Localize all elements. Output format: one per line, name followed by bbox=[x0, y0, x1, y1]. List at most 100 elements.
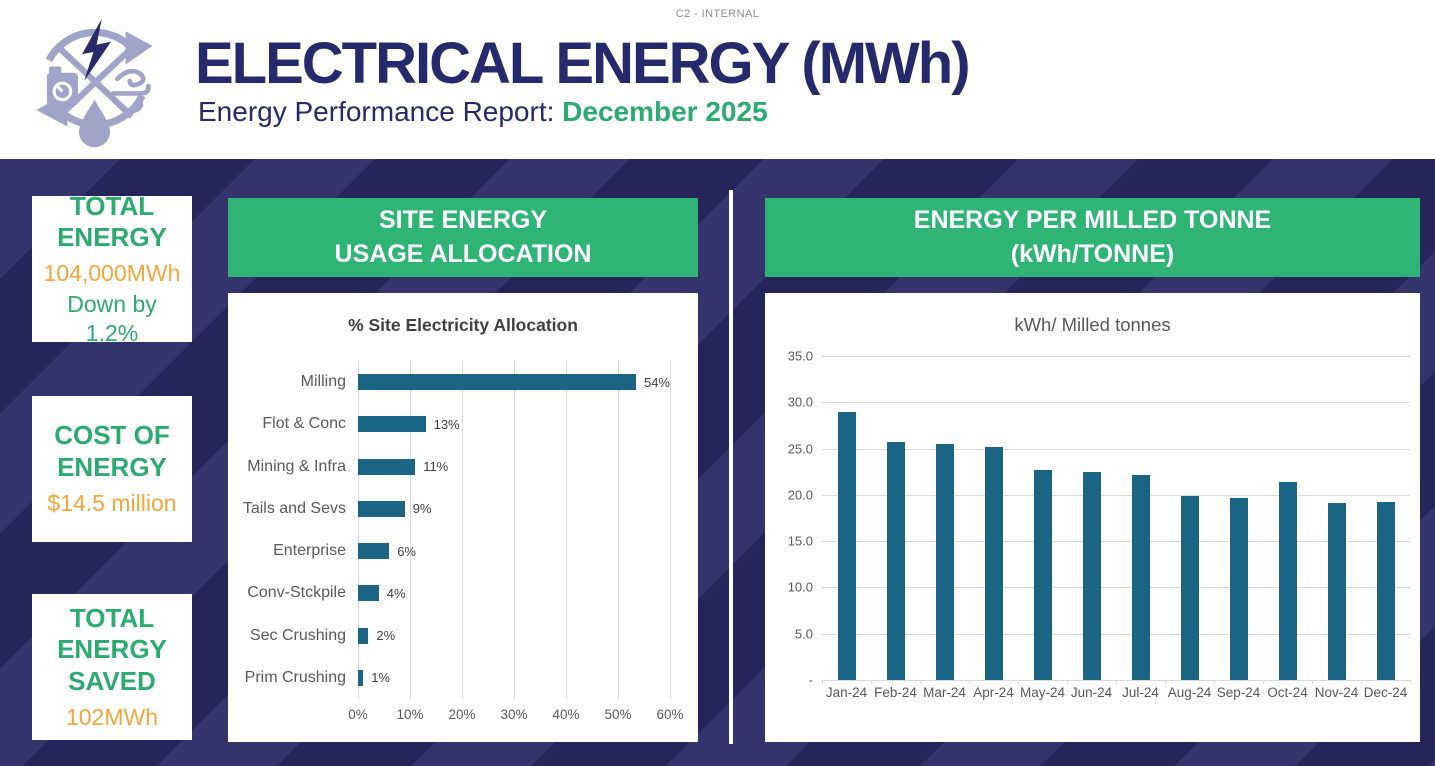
gridline bbox=[822, 356, 1410, 357]
bar-value-label: 13% bbox=[433, 416, 460, 432]
bar-row: 9% bbox=[358, 488, 670, 530]
bar-value-label: 9% bbox=[412, 501, 432, 517]
x-tick-label: Mar-24 bbox=[923, 685, 966, 700]
axis-tick bbox=[969, 680, 970, 684]
axis-tick bbox=[1067, 680, 1068, 684]
allocation-header-line2: USAGE ALLOCATION bbox=[334, 239, 592, 268]
gridline bbox=[822, 402, 1410, 404]
gridline bbox=[822, 494, 1410, 496]
bar-row: 11% bbox=[358, 446, 670, 488]
page-subtitle: Energy Performance Report: December 2025 bbox=[198, 96, 768, 128]
gridline bbox=[566, 361, 567, 699]
intensity-x-axis-labels: Jan-24 Feb-24 Mar-24 Apr-24 May-24 Jun-24 Jul-… bbox=[822, 685, 1410, 700]
gridline bbox=[618, 361, 619, 699]
x-tick-label: Jun-24 bbox=[1070, 685, 1113, 700]
category-label: Conv-Stckpile bbox=[247, 584, 346, 602]
month-bar bbox=[837, 411, 856, 680]
allocation-plot-area: 54% 13% 11% 9% 6% 4% 2% 1% bbox=[358, 361, 671, 699]
kpi-card-total-energy-saved: TOTAL ENERGY SAVED 102MWh bbox=[32, 594, 192, 740]
kpi-value: $14.5 million bbox=[47, 489, 177, 516]
x-tick-label: Apr-24 bbox=[973, 685, 1014, 700]
month-bar bbox=[1327, 503, 1346, 680]
x-tick-label: Aug-24 bbox=[1167, 685, 1212, 700]
allocation-bar bbox=[358, 585, 379, 602]
bar-row: 2% bbox=[358, 615, 670, 657]
page-title: ELECTRICAL ENERGY (MWh) bbox=[195, 31, 971, 96]
allocation-bar bbox=[358, 416, 426, 433]
x-tick-label: 20% bbox=[448, 707, 476, 722]
allocation-bar bbox=[358, 374, 636, 391]
category-label: Sec Crushing bbox=[249, 626, 346, 644]
subtitle-period: December 2025 bbox=[562, 96, 768, 127]
axis-tick bbox=[1018, 680, 1019, 684]
month-bar bbox=[935, 443, 954, 680]
axis-tick bbox=[1165, 680, 1166, 684]
bar-row: 6% bbox=[358, 530, 670, 572]
intensity-plot-area bbox=[822, 356, 1411, 684]
intensity-panel-header: ENERGY PER MILLED TONNE (kWh/TONNE) bbox=[765, 198, 1420, 277]
intensity-chart-title: kWh/ Milled tonnes bbox=[1014, 314, 1171, 335]
kpi-title: TOTAL ENERGY SAVED bbox=[57, 602, 167, 696]
bar-value-label: 2% bbox=[376, 628, 396, 644]
kpi-title: TOTAL ENERGY bbox=[57, 190, 167, 253]
y-tick-label: 30.0 bbox=[787, 394, 813, 410]
month-bar bbox=[984, 446, 1003, 680]
allocation-bar bbox=[358, 627, 369, 644]
kpi-card-total-energy: TOTAL ENERGY 104,000MWh Down by 1.2% bbox=[32, 191, 192, 346]
x-tick-label: Nov-24 bbox=[1314, 685, 1359, 700]
allocation-chart-card: % Site Electricity Allocation Milling Flo… bbox=[228, 293, 698, 742]
axis-tick bbox=[920, 680, 921, 684]
x-tick-label: 50% bbox=[604, 707, 632, 722]
month-bar bbox=[1131, 474, 1150, 680]
bar-value-label: 1% bbox=[371, 670, 390, 686]
x-tick-label: Dec-24 bbox=[1363, 685, 1408, 700]
y-tick-label: 20.0 bbox=[787, 487, 813, 503]
axis-tick bbox=[822, 680, 823, 684]
x-tick-label: Oct-24 bbox=[1267, 685, 1308, 700]
allocation-bar bbox=[358, 500, 405, 517]
axis-tick bbox=[1263, 680, 1264, 684]
bar-row: 54% bbox=[358, 361, 670, 403]
month-bar bbox=[1180, 495, 1199, 680]
category-label: Prim Crushing bbox=[244, 668, 346, 686]
axis-tick bbox=[1312, 680, 1313, 684]
bar-row: 13% bbox=[358, 403, 670, 445]
gridline bbox=[670, 361, 671, 699]
intensity-header-line2: (kWh/TONNE) bbox=[1010, 239, 1175, 268]
axis-tick bbox=[1361, 680, 1362, 684]
x-tick-label: Jan-24 bbox=[825, 685, 868, 700]
x-tick-label: 10% bbox=[396, 707, 424, 722]
kpi-note: Down by 1.2% bbox=[67, 290, 157, 346]
axis-tick bbox=[871, 680, 872, 684]
x-tick-label: Feb-24 bbox=[874, 685, 917, 700]
kpi-title: COST OF ENERGY bbox=[54, 420, 170, 483]
month-bar bbox=[1082, 471, 1101, 680]
allocation-bar bbox=[358, 458, 416, 475]
allocation-category-labels: Milling Flot & Conc Mining & Infra Tails an… bbox=[228, 361, 346, 699]
energy-logo-icon bbox=[22, 6, 167, 154]
allocation-header-line1: SITE ENERGY bbox=[378, 205, 548, 234]
axis-tick bbox=[1116, 680, 1117, 684]
classification-label: C2 - INTERNAL bbox=[675, 8, 760, 20]
bar-value-label: 4% bbox=[386, 585, 406, 601]
bar-value-label: 6% bbox=[397, 543, 416, 559]
category-label: Flot & Conc bbox=[262, 415, 346, 433]
y-tick-label: 35.0 bbox=[787, 348, 813, 364]
allocation-panel-header: SITE ENERGY USAGE ALLOCATION bbox=[228, 198, 698, 277]
gridline bbox=[822, 448, 1410, 450]
axis-tick bbox=[1214, 680, 1215, 684]
gridline bbox=[822, 541, 1410, 543]
dashboard-body: TOTAL ENERGY 104,000MWh Down by 1.2% COS… bbox=[0, 159, 1435, 766]
x-tick-label: Sep-24 bbox=[1216, 685, 1261, 700]
intensity-header-line1: ENERGY PER MILLED TONNE bbox=[913, 205, 1272, 234]
y-tick-label: 5.0 bbox=[794, 626, 813, 642]
y-tick-label: - bbox=[808, 672, 813, 688]
bar-value-label: 54% bbox=[643, 374, 670, 390]
x-tick-label: 40% bbox=[552, 707, 580, 722]
category-label: Mining & Infra bbox=[247, 457, 346, 475]
y-tick-label: 15.0 bbox=[787, 533, 813, 549]
category-label: Tails and Sevs bbox=[242, 499, 346, 517]
axis-tick bbox=[1410, 680, 1411, 684]
x-tick-label: 60% bbox=[656, 707, 684, 722]
